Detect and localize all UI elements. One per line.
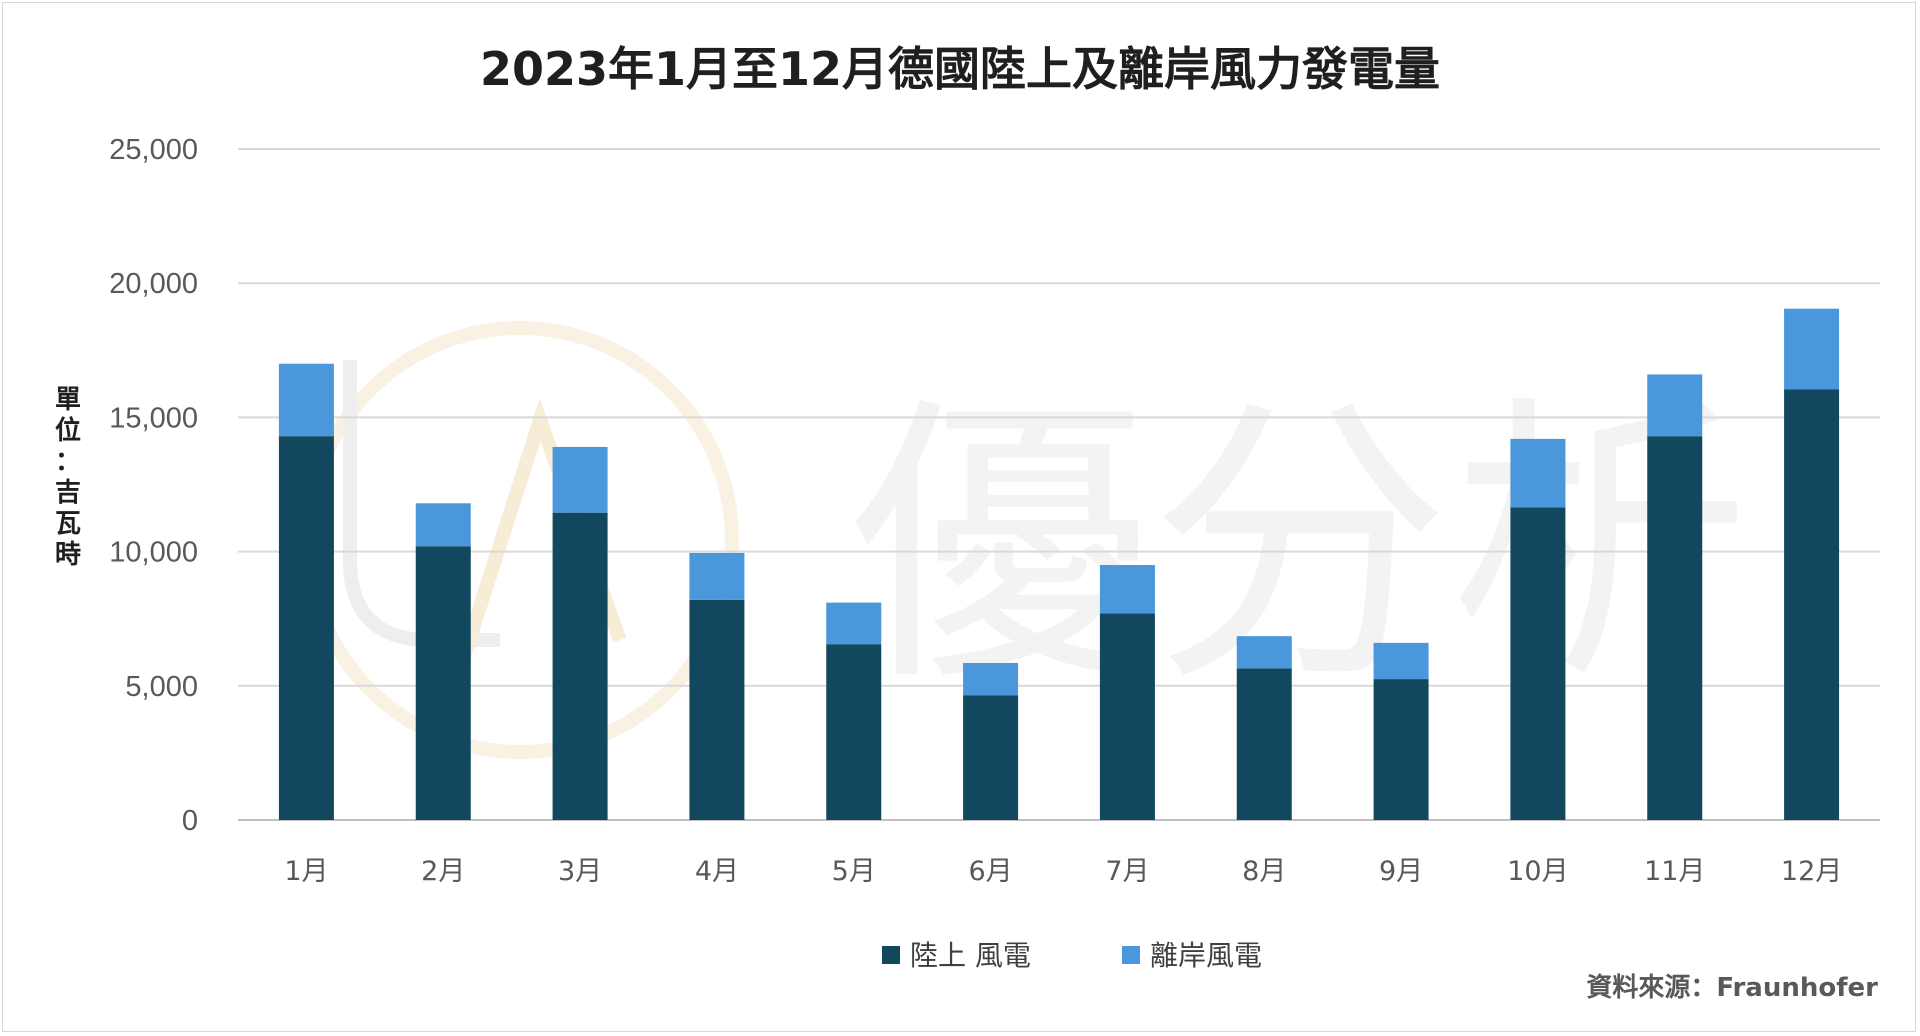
bar-onshore (826, 644, 882, 820)
bar-onshore (415, 546, 471, 820)
legend-label: 陸上 風電 (910, 939, 1031, 972)
bar-offshore (1647, 374, 1703, 437)
x-tick-label: 11月 (1644, 856, 1705, 887)
source-note: 資料來源：Fraunhofer (1586, 973, 1878, 1003)
x-tick-label: 9月 (1379, 856, 1423, 887)
y-tick-label: 20,000 (109, 268, 198, 300)
x-tick-label: 5月 (832, 856, 876, 887)
bar-offshore (1510, 438, 1566, 508)
watermark: 優分析 (301, 321, 1750, 759)
bar-onshore (689, 599, 745, 820)
bar-offshore (415, 503, 471, 547)
x-tick-label: 3月 (558, 856, 602, 887)
legend: 陸上 風電 離岸風電 (882, 939, 1262, 972)
x-tick-label: 2月 (421, 856, 465, 887)
x-tick-label: 8月 (1242, 856, 1286, 887)
bar-onshore (963, 695, 1019, 820)
bar-onshore (1236, 668, 1292, 820)
gridlines (238, 148, 1880, 821)
bar-onshore (278, 436, 334, 820)
bar-onshore (1373, 679, 1429, 820)
y-tick-label: 10,000 (109, 537, 198, 569)
watermark-text: 優分析 (850, 372, 1750, 721)
y-tick-label: 0 (182, 805, 198, 837)
bar-offshore (552, 446, 608, 513)
y-tick-label: 15,000 (109, 402, 198, 434)
bar-onshore (1510, 507, 1566, 820)
bar-onshore (1099, 613, 1155, 820)
bar-offshore (689, 552, 745, 600)
bar-offshore (278, 363, 334, 437)
legend-swatch (882, 946, 900, 964)
x-tick-labels: 1月 2月 3月 4月 5月 6月 7月 8月 9月 10月 11月 12月 (284, 856, 1842, 887)
legend-label: 離岸風電 (1150, 939, 1262, 972)
x-tick-label: 12月 (1781, 856, 1842, 887)
bar-offshore (1236, 636, 1292, 669)
bar-onshore (1647, 436, 1703, 820)
x-tick-label: 7月 (1105, 856, 1149, 887)
bar-offshore (963, 662, 1019, 696)
bar-offshore (826, 602, 882, 645)
bar-offshore (1784, 308, 1840, 390)
y-axis-label: 單位：吉瓦時 (55, 385, 81, 570)
watermark-logo-circle (301, 321, 739, 759)
chart-title: 2023年1月至12月德國陸上及離岸風力發電量 (480, 42, 1440, 96)
legend-swatch (1122, 946, 1140, 964)
bar-onshore (1784, 389, 1840, 820)
x-tick-label: 4月 (695, 856, 739, 887)
bar-offshore (1373, 642, 1429, 680)
bar-onshore (552, 512, 608, 820)
y-tick-label: 25,000 (109, 134, 198, 166)
x-tick-label: 10月 (1507, 856, 1568, 887)
x-tick-label: 6月 (968, 856, 1012, 887)
y-tick-label: 5,000 (125, 671, 198, 703)
y-tick-labels: 0 5,000 10,000 15,000 20,000 25,000 (109, 134, 198, 837)
bar-offshore (1099, 565, 1155, 614)
x-tick-label: 1月 (284, 856, 328, 887)
bar-series (278, 308, 1840, 820)
